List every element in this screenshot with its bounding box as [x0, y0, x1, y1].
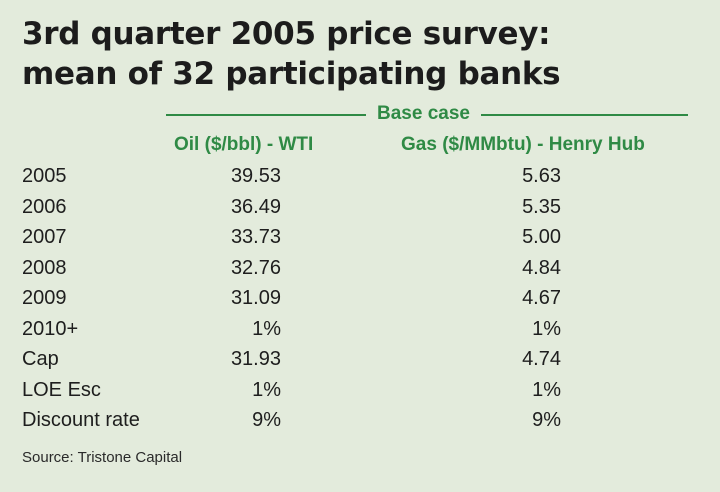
gas-value: 4.74	[522, 348, 561, 370]
table-row: Discount rate 9% 9%	[22, 405, 702, 436]
oil-value: 32.76	[230, 256, 281, 279]
table-row: 2005 39.53 5.63	[22, 161, 702, 192]
base-case-rule-right	[481, 114, 688, 116]
row-label: 2007	[22, 226, 67, 248]
oil-value: 1%	[252, 317, 281, 340]
table-row: 2008 32.76 4.84	[22, 253, 702, 284]
gas-value: 4.84	[522, 256, 561, 279]
gas-value: 9%	[532, 409, 561, 431]
source-note: Source: Tristone Capital	[22, 449, 183, 466]
table-row: 2010+ 1% 1%	[22, 314, 702, 345]
gas-value: 5.63	[522, 165, 561, 187]
oil-value: 9%	[252, 409, 281, 431]
row-label: 2010+	[22, 317, 79, 340]
table-row: Cap 31.93 4.74	[22, 344, 702, 375]
base-case-rule-left	[166, 114, 366, 116]
oil-value: 31.93	[230, 348, 281, 370]
gas-value: 5.35	[522, 195, 561, 218]
table-row: 2006 36.49 5.35	[22, 192, 702, 223]
column-header-oil: Oil ($/bbl) - WTI	[174, 134, 314, 155]
row-label: 2005	[22, 165, 67, 187]
title-line-2: mean of 32 participating banks	[22, 56, 561, 92]
title-line-1: 3rd quarter 2005 price survey:	[22, 16, 551, 52]
gas-value: 1%	[532, 317, 561, 340]
base-case-label: Base case	[377, 103, 470, 124]
row-label: Cap	[22, 348, 59, 370]
table-row: 2009 31.09 4.67	[22, 283, 702, 314]
oil-value: 39.53	[230, 165, 281, 187]
row-label: Discount rate	[22, 409, 140, 431]
row-label: 2008	[22, 256, 67, 279]
table-row: LOE Esc 1% 1%	[22, 375, 702, 406]
row-label: 2009	[22, 287, 67, 309]
row-label: LOE Esc	[22, 378, 101, 401]
row-label: 2006	[22, 195, 67, 218]
oil-value: 1%	[252, 378, 281, 401]
gas-value: 5.00	[522, 226, 561, 248]
oil-value: 31.09	[230, 287, 281, 309]
table-row: 2007 33.73 5.00	[22, 222, 702, 253]
oil-value: 36.49	[230, 195, 281, 218]
price-table: 2005 39.53 5.63 2006 36.49 5.35 2007 33.…	[22, 161, 702, 436]
gas-value: 1%	[532, 378, 561, 401]
oil-value: 33.73	[230, 226, 281, 248]
column-header-gas: Gas ($/MMbtu) - Henry Hub	[401, 134, 645, 155]
gas-value: 4.67	[522, 287, 561, 309]
page-title: 3rd quarter 2005 price survey: mean of 3…	[22, 14, 702, 94]
base-case-header: Base case	[166, 102, 688, 126]
